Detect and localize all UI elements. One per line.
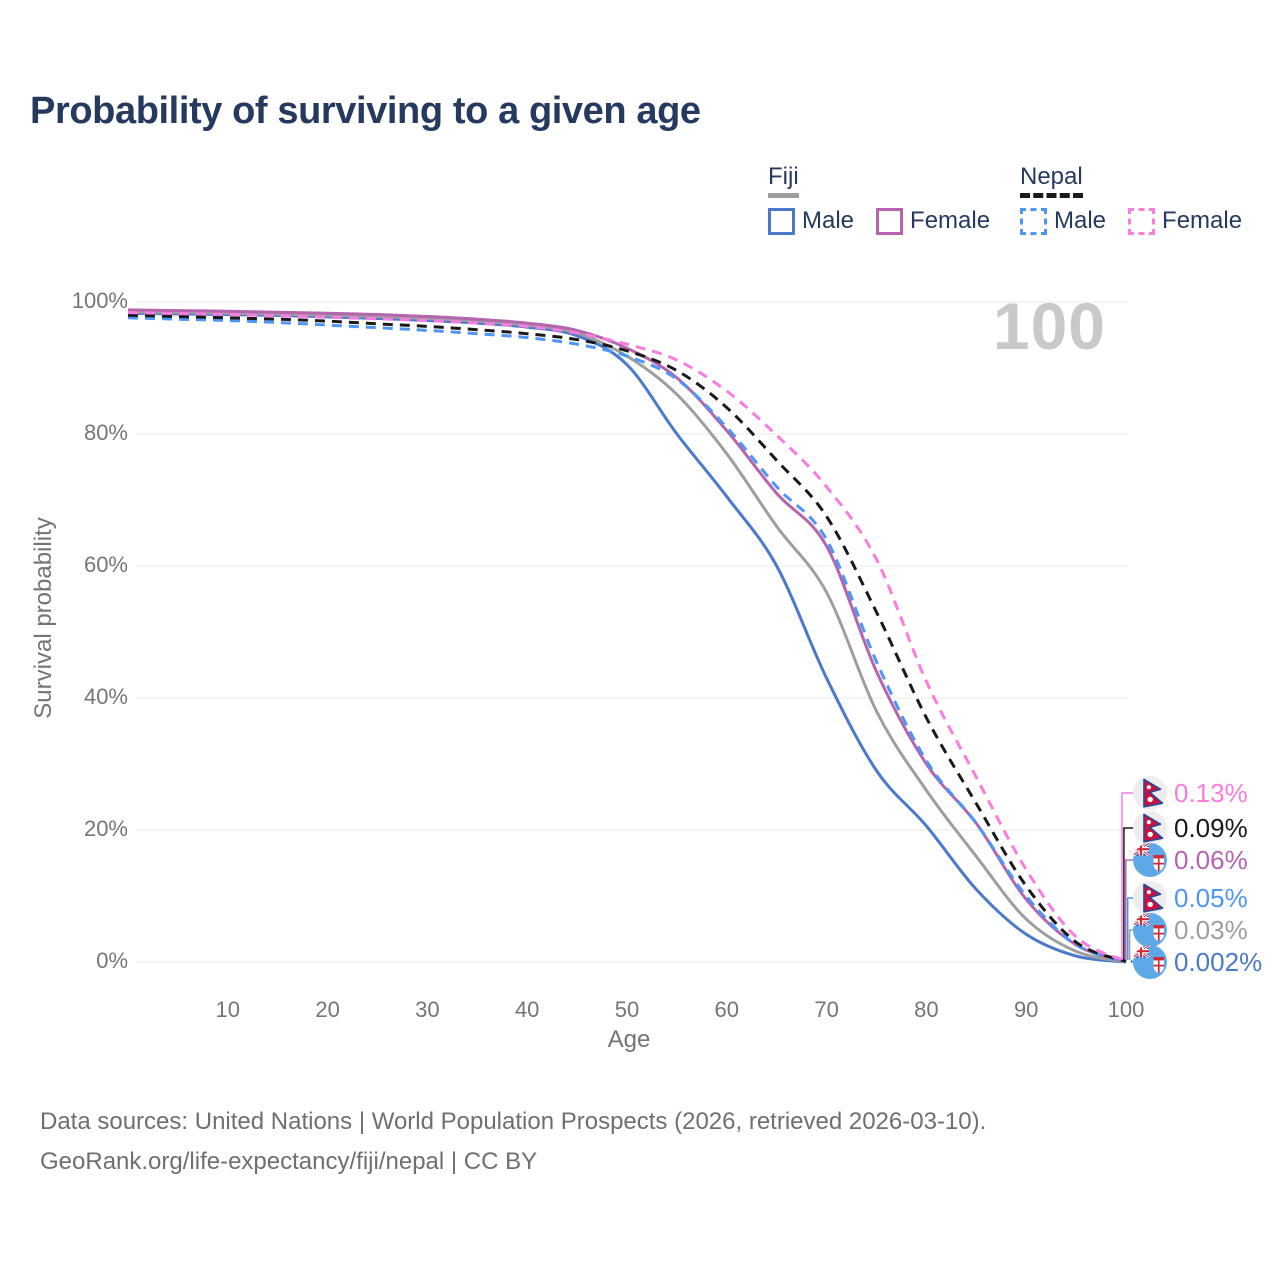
y-tick-20: 20% [83, 816, 128, 841]
x-tick-80: 80 [914, 997, 939, 1022]
fiji-female-swatch-icon [876, 207, 904, 235]
nepal-flag-icon [1133, 811, 1167, 845]
x-tick-100: 100 [1107, 997, 1145, 1022]
end-label-fiji: 0.03% [1133, 913, 1248, 947]
x-tick-20: 20 [315, 997, 340, 1022]
end-label-value-nepal: 0.09% [1174, 812, 1248, 843]
nepal-female-swatch-icon [1128, 207, 1156, 235]
end-connector-nepal [1123, 827, 1134, 960]
footer-line-1: Data sources: United Nations | World Pop… [40, 1108, 987, 1135]
end-label-fiji-female: 0.06% [1133, 843, 1248, 877]
legend-item-nepal-male[interactable]: Male [1020, 207, 1106, 235]
end-label-value-fiji-female: 0.06% [1174, 844, 1248, 875]
legend-items-fiji: Male Female [768, 207, 990, 235]
series-curve-fiji-female [127, 308, 1127, 964]
legend-items-nepal: Male Female [1020, 207, 1242, 235]
legend-label-fiji-female: Female [910, 207, 991, 234]
legend-label-fiji-male: Male [802, 207, 855, 234]
footer: Data sources: United Nations | World Pop… [40, 1102, 986, 1182]
y-tick-80: 80% [83, 420, 128, 445]
legend-label-nepal-female: Female [1162, 207, 1243, 234]
end-connector-nepal-female [1121, 792, 1134, 960]
fiji-flag-icon [1133, 945, 1167, 979]
end-label-fiji-male: 0.002% [1133, 945, 1262, 979]
series-curve-fiji-male [127, 311, 1127, 964]
x-axis-title: Age [607, 1026, 651, 1053]
series-curve-fiji [127, 310, 1127, 964]
legend-item-nepal-female[interactable]: Female [1128, 207, 1242, 235]
end-label-value-nepal-female: 0.13% [1174, 777, 1248, 808]
nepal-male-swatch-icon [1020, 207, 1047, 235]
end-connector-fiji [1128, 929, 1134, 960]
x-tick-70: 70 [814, 997, 839, 1022]
y-tick-60: 60% [83, 552, 128, 577]
nepal-flag-icon [1133, 776, 1167, 810]
legend-group-nepal: Nepal Male Female [1020, 163, 1242, 235]
end-label-value-fiji-male: 0.002% [1174, 946, 1263, 977]
fiji-male-swatch-icon [768, 207, 795, 235]
x-tick-50: 50 [614, 997, 640, 1022]
x-tick-60: 60 [714, 997, 740, 1022]
end-label-nepal-female: 0.13% [1133, 776, 1248, 810]
legend-country-fiji: Fiji [768, 163, 799, 198]
series-curve-nepal-male [127, 316, 1127, 964]
age-annotation: 100 [992, 289, 1106, 363]
end-label-nepal: 0.09% [1133, 811, 1248, 845]
end-label-nepal-male: 0.05% [1133, 881, 1248, 915]
y-tick-0: 0% [96, 948, 128, 973]
end-label-value-nepal-male: 0.05% [1174, 882, 1248, 913]
end-label-value-fiji: 0.03% [1174, 914, 1248, 945]
end-connector-fiji-female [1125, 859, 1134, 960]
x-tick-40: 40 [514, 997, 540, 1022]
footer-line-2: GeoRank.org/life-expectancy/fiji/nepal |… [40, 1148, 538, 1175]
legend-country-nepal: Nepal [1020, 163, 1083, 198]
series-curve-nepal-female [127, 311, 1127, 963]
page-title: Probability of surviving to a given age [30, 90, 701, 132]
legend-group-fiji: Fiji Male Female [768, 163, 990, 235]
fiji-flag-icon [1133, 843, 1167, 877]
y-tick-100: 100% [71, 288, 128, 313]
fiji-flag-icon [1133, 913, 1167, 947]
y-tick-40: 40% [83, 684, 128, 709]
x-tick-10: 10 [215, 997, 241, 1022]
x-tick-90: 90 [1013, 997, 1039, 1022]
legend-label-nepal-male: Male [1054, 207, 1107, 234]
legend-item-fiji-male[interactable]: Male [768, 207, 854, 235]
nepal-flag-icon [1133, 881, 1167, 915]
x-tick-30: 30 [415, 997, 440, 1022]
legend-item-fiji-female[interactable]: Female [876, 207, 990, 235]
series-curve-nepal [127, 313, 1127, 963]
end-connector-nepal-male [1126, 897, 1134, 960]
